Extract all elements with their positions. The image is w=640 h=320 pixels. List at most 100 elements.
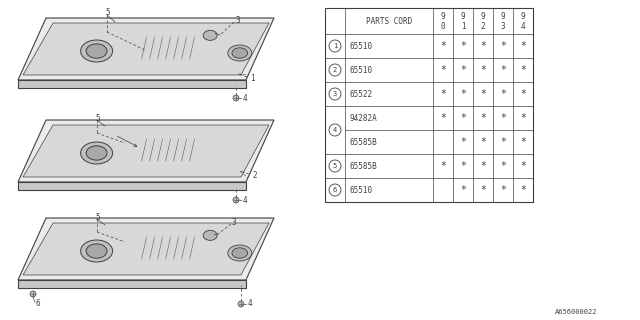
Text: *: * — [440, 89, 446, 99]
Text: 9: 9 — [481, 12, 485, 20]
Text: 4: 4 — [521, 21, 525, 30]
Text: 5: 5 — [95, 114, 100, 123]
Circle shape — [238, 301, 244, 307]
Text: *: * — [480, 113, 486, 123]
Text: *: * — [520, 137, 526, 147]
Text: *: * — [460, 161, 466, 171]
Text: 3: 3 — [333, 91, 337, 97]
Text: *: * — [500, 41, 506, 51]
Text: *: * — [520, 89, 526, 99]
Text: 94282A: 94282A — [349, 114, 377, 123]
Text: 65510: 65510 — [349, 42, 372, 51]
Circle shape — [233, 95, 239, 101]
Circle shape — [329, 184, 341, 196]
Ellipse shape — [228, 245, 252, 261]
Text: A656000022: A656000022 — [555, 309, 598, 315]
Text: 2: 2 — [481, 21, 485, 30]
Text: *: * — [440, 65, 446, 75]
Text: *: * — [500, 137, 506, 147]
Polygon shape — [18, 18, 274, 80]
Text: *: * — [500, 161, 506, 171]
Text: 1: 1 — [333, 43, 337, 49]
Circle shape — [329, 160, 341, 172]
Text: *: * — [480, 161, 486, 171]
Circle shape — [233, 197, 239, 203]
Text: 6: 6 — [333, 187, 337, 193]
Text: *: * — [460, 89, 466, 99]
Text: *: * — [440, 161, 446, 171]
Ellipse shape — [203, 30, 217, 40]
Text: 6: 6 — [36, 300, 40, 308]
Text: 4: 4 — [243, 93, 248, 102]
Text: 3: 3 — [235, 15, 239, 25]
Ellipse shape — [232, 48, 248, 58]
Text: *: * — [500, 113, 506, 123]
Text: *: * — [480, 41, 486, 51]
Text: *: * — [460, 113, 466, 123]
Text: *: * — [520, 65, 526, 75]
Text: *: * — [520, 185, 526, 195]
Polygon shape — [18, 182, 246, 190]
Text: PARTS CORD: PARTS CORD — [366, 17, 412, 26]
Text: 4: 4 — [248, 300, 253, 308]
Text: *: * — [440, 41, 446, 51]
Text: *: * — [480, 65, 486, 75]
Text: 65510: 65510 — [349, 66, 372, 75]
Text: *: * — [460, 41, 466, 51]
Ellipse shape — [232, 248, 248, 258]
Text: 65522: 65522 — [349, 90, 372, 99]
Text: *: * — [480, 137, 486, 147]
Text: 3: 3 — [500, 21, 506, 30]
Text: *: * — [460, 185, 466, 195]
Ellipse shape — [228, 45, 252, 61]
Polygon shape — [23, 223, 269, 275]
Text: *: * — [500, 89, 506, 99]
Text: 65585B: 65585B — [349, 138, 377, 147]
Polygon shape — [23, 125, 269, 177]
Text: *: * — [500, 185, 506, 195]
Text: 2: 2 — [252, 171, 257, 180]
Text: 2: 2 — [333, 67, 337, 73]
Text: 3: 3 — [232, 218, 237, 227]
Ellipse shape — [81, 40, 113, 62]
Text: 65510: 65510 — [349, 186, 372, 195]
Ellipse shape — [86, 146, 107, 160]
Circle shape — [329, 124, 341, 136]
Text: 1: 1 — [250, 74, 255, 83]
Circle shape — [329, 64, 341, 76]
Text: *: * — [520, 113, 526, 123]
Text: *: * — [520, 161, 526, 171]
Circle shape — [30, 291, 36, 297]
Text: 9: 9 — [521, 12, 525, 20]
Text: 0: 0 — [441, 21, 445, 30]
Polygon shape — [18, 80, 246, 88]
Text: *: * — [520, 41, 526, 51]
Text: 4: 4 — [243, 196, 248, 204]
Text: 65585B: 65585B — [349, 162, 377, 171]
Text: 1: 1 — [461, 21, 465, 30]
Ellipse shape — [86, 44, 107, 58]
Polygon shape — [18, 218, 274, 280]
Text: *: * — [460, 65, 466, 75]
Text: 5: 5 — [105, 7, 109, 17]
Text: 4: 4 — [333, 127, 337, 133]
Text: *: * — [480, 185, 486, 195]
Text: 5: 5 — [95, 212, 100, 221]
Ellipse shape — [81, 240, 113, 262]
Ellipse shape — [203, 230, 217, 240]
Circle shape — [329, 40, 341, 52]
Text: *: * — [500, 65, 506, 75]
Text: *: * — [440, 113, 446, 123]
Text: *: * — [460, 137, 466, 147]
Ellipse shape — [81, 142, 113, 164]
Ellipse shape — [86, 244, 107, 258]
Text: 5: 5 — [333, 163, 337, 169]
Circle shape — [329, 88, 341, 100]
Text: *: * — [480, 89, 486, 99]
Polygon shape — [23, 23, 269, 75]
Polygon shape — [18, 280, 246, 288]
Text: 9: 9 — [500, 12, 506, 20]
Text: 9: 9 — [441, 12, 445, 20]
Polygon shape — [18, 120, 274, 182]
Text: 9: 9 — [461, 12, 465, 20]
